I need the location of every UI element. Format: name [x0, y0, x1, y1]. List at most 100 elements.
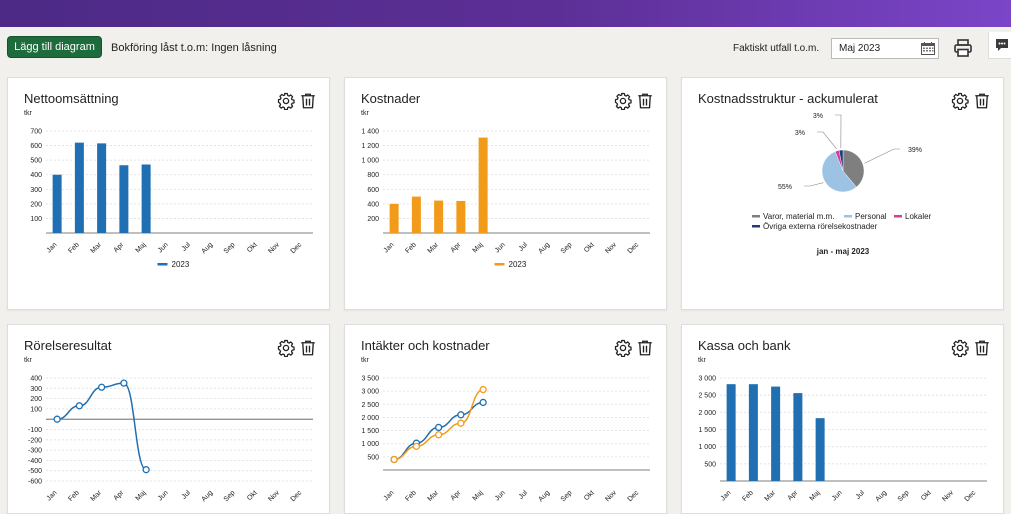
y-tick-label: -500: [28, 468, 42, 475]
y-tick-label: 2 500: [361, 402, 379, 409]
y-tick-label: 1 000: [361, 158, 379, 165]
calendar-icon[interactable]: [921, 42, 935, 55]
x-tick-label: Okt: [583, 489, 596, 502]
x-tick-label: Jan: [383, 489, 396, 502]
x-tick-label: Nov: [604, 241, 618, 255]
data-point: [75, 402, 84, 410]
bar: [771, 386, 781, 481]
kostnadsstruktur-chart: 39% 55% 3% 3% Varor, material m.m. Personal Lo…: [752, 113, 932, 256]
gear-icon[interactable]: [277, 339, 295, 357]
trash-icon[interactable]: [299, 92, 317, 110]
y-tick-label: 1 200: [361, 143, 379, 150]
legend-label: Personal: [855, 212, 887, 221]
y-tick-label: 2 000: [698, 410, 716, 417]
x-tick-label: Nov: [941, 489, 955, 503]
trash-icon[interactable]: [299, 339, 317, 357]
legend-swatch: [752, 215, 760, 218]
add-chart-button[interactable]: Lägg till diagram: [7, 36, 102, 58]
x-tick-label: Jan: [46, 241, 59, 254]
trash-icon[interactable]: [973, 339, 991, 357]
y-tick-label: 600: [367, 187, 379, 194]
bar: [119, 165, 129, 233]
card-title: Intäkter och kostnader: [361, 338, 490, 353]
pie-leader-line: [817, 131, 837, 150]
x-tick-label: Mar: [427, 241, 441, 255]
x-tick-label: Jan: [720, 489, 733, 502]
bar: [456, 200, 466, 233]
y-tick-label: 1 400: [361, 129, 379, 136]
trash-icon[interactable]: [973, 92, 991, 110]
bar: [478, 137, 488, 233]
legend-swatch: [494, 263, 505, 266]
x-tick-label: Nov: [604, 489, 618, 503]
y-tick-label: -400: [28, 458, 42, 465]
gear-icon[interactable]: [951, 339, 969, 357]
x-tick-label: Feb: [741, 489, 755, 503]
kassa-bank-chart: 500 1 000 1 500 2 000 2 500 3 000 Jan Feb Mar Apr…: [698, 376, 987, 503]
y-tick-label: 500: [30, 158, 42, 165]
y-tick-label: 200: [30, 201, 42, 208]
pie-leader-line: [864, 148, 900, 164]
x-tick-label: Sep: [223, 489, 237, 503]
data-point: [390, 455, 398, 464]
gear-icon[interactable]: [614, 92, 632, 110]
y-tick-label: 400: [30, 376, 42, 383]
x-tick-label: Apr: [450, 241, 463, 254]
x-tick-label: Sep: [897, 489, 911, 503]
trash-icon[interactable]: [636, 92, 654, 110]
x-tick-label: Jun: [494, 241, 507, 254]
x-tick-label: Jul: [518, 489, 530, 501]
x-tick-label: Mar: [427, 489, 441, 503]
gear-icon[interactable]: [614, 339, 632, 357]
card-rorelseresultat: Rörelseresultat tkr -600 -500 -400 -300 -200…: [7, 324, 330, 514]
bar: [793, 393, 803, 481]
card-title: Nettoomsättning: [24, 91, 119, 106]
pie-slice-label: 39%: [908, 147, 922, 154]
month-input[interactable]: Maj 2023: [831, 38, 939, 59]
x-tick-label: Apr: [450, 489, 463, 502]
x-tick-label: Sep: [560, 489, 574, 503]
series-line: [57, 382, 147, 471]
x-tick-label: Apr: [113, 241, 126, 254]
card-kostnader: Kostnader tkr 200 400 600 800 1 000 1 200 1 40…: [344, 77, 667, 310]
x-tick-label: Feb: [404, 241, 418, 255]
chat-tab[interactable]: [988, 32, 1011, 59]
x-tick-label: Okt: [246, 489, 259, 502]
x-tick-label: Mar: [90, 241, 104, 255]
y-tick-label: 2 500: [698, 393, 716, 400]
x-tick-label: Jul: [855, 489, 867, 501]
x-tick-label: Aug: [538, 241, 552, 255]
bar: [748, 384, 758, 481]
x-tick-label: Maj: [472, 489, 485, 502]
print-icon[interactable]: [953, 38, 973, 58]
y-tick-label: 400: [367, 201, 379, 208]
data-point: [457, 419, 465, 427]
y-tick-label: -300: [28, 448, 42, 455]
x-tick-label: Apr: [787, 489, 800, 502]
unit-label: tkr: [24, 357, 32, 364]
x-tick-label: Mar: [764, 489, 778, 503]
x-tick-label: Jun: [494, 489, 507, 502]
x-tick-label: Mar: [90, 489, 104, 503]
legend-label: 2023: [509, 260, 527, 269]
data-point: [412, 442, 421, 450]
y-tick-label: 300: [30, 386, 42, 393]
x-tick-label: Jul: [181, 241, 193, 253]
gear-icon[interactable]: [951, 92, 969, 110]
data-point: [97, 383, 106, 391]
bar: [411, 196, 421, 233]
bar: [726, 384, 736, 481]
x-tick-label: Feb: [67, 241, 81, 255]
y-tick-label: 200: [367, 216, 379, 223]
intakter-kostnader-chart: 500 1 000 1 500 2 000 2 500 3 000 3 500 Jan Feb M…: [361, 376, 650, 503]
x-tick-label: Jan: [383, 241, 396, 254]
bar: [141, 164, 151, 233]
trash-icon[interactable]: [636, 339, 654, 357]
y-tick-label: 300: [30, 187, 42, 194]
gear-icon[interactable]: [277, 92, 295, 110]
x-tick-label: Sep: [223, 241, 237, 255]
x-tick-label: Dec: [290, 241, 304, 255]
bar: [74, 142, 84, 233]
y-tick-label: 800: [367, 172, 379, 179]
x-tick-label: Okt: [920, 489, 933, 502]
